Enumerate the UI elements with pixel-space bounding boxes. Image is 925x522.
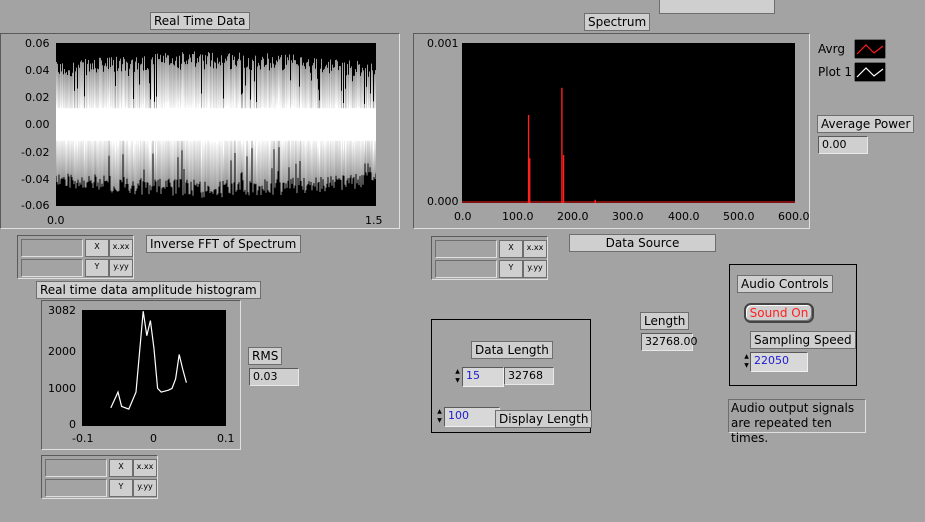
legend-label: Avrg: [818, 42, 845, 56]
hist-y-tick: 2000: [48, 345, 76, 358]
real-time-plot-area[interactable]: [55, 43, 377, 206]
rt-y-tick: 0.02: [25, 91, 50, 104]
hist-x-tick: 0.1: [217, 432, 235, 445]
hist-y-tick: 1000: [48, 382, 76, 395]
y-scale-field[interactable]: [45, 479, 107, 497]
length-label: Length: [640, 312, 690, 330]
histogram-graph-frame: 3082 2000 1000 0 -0.1 0 0.1: [41, 300, 241, 450]
display-length-spinner-icon[interactable]: ▲ ▼: [437, 408, 442, 424]
inverse-fft-label: Inverse FFT of Spectrum: [146, 235, 301, 253]
audio-note: Audio output signals are repeated ten ti…: [728, 399, 866, 445]
real-time-graph-frame: 0.06 0.04 0.02 0.00 -0.02 -0.04 -0.06 0.…: [0, 33, 400, 229]
average-power-value: 0.00: [818, 136, 868, 154]
length-value: 32768.00: [641, 333, 698, 351]
x-format-button[interactable]: x.xx: [109, 239, 133, 257]
x-format-button[interactable]: x.xx: [133, 459, 157, 477]
y-format-button[interactable]: y.yy: [523, 260, 547, 278]
y-scale-lock-button[interactable]: Y: [109, 479, 133, 497]
spec-x-tick: 400.0: [668, 210, 700, 223]
legend-label: Plot 1: [818, 65, 853, 79]
spec-x-tick: 100.0: [502, 210, 534, 223]
rt-x-tick: 1.5: [365, 214, 383, 227]
x-format-button[interactable]: x.xx: [523, 240, 547, 258]
data-length-exponent-input[interactable]: 15: [462, 367, 504, 387]
sampling-speed-label: Sampling Speed: [750, 331, 856, 349]
y-scale-field[interactable]: [21, 259, 83, 277]
display-length-input[interactable]: 100: [444, 407, 500, 427]
data-length-value: 32768: [504, 367, 554, 385]
x-scale-field[interactable]: [435, 240, 497, 258]
x-scale-lock-button[interactable]: X: [499, 240, 523, 258]
sound-on-button[interactable]: Sound On: [744, 303, 814, 323]
rt-y-tick: 0.04: [25, 64, 50, 77]
x-scale-lock-button[interactable]: X: [85, 239, 109, 257]
hist-y-tick: 3082: [48, 304, 76, 317]
spec-x-tick: 500.0: [723, 210, 755, 223]
rt-y-tick: -0.06: [21, 199, 50, 212]
spec-y-tick: 0.001: [427, 37, 459, 50]
y-scale-lock-button[interactable]: Y: [85, 259, 109, 277]
rt-y-tick: 0.06: [25, 37, 50, 50]
data-source-label: Data Source: [569, 234, 716, 252]
y-format-button[interactable]: y.yy: [133, 479, 157, 497]
histogram-series: [110, 311, 187, 410]
spectrum-title: Spectrum: [584, 13, 651, 31]
y-scale-field[interactable]: [435, 260, 497, 278]
real-time-waveform: [55, 51, 377, 198]
rms-value: 0.03: [249, 368, 299, 386]
x-scale-field[interactable]: [21, 239, 83, 257]
data-length-label: Data Length: [471, 341, 553, 359]
rt-y-tick: -0.04: [21, 173, 50, 186]
spec-x-tick: 300.0: [612, 210, 644, 223]
spec-x-tick: 200.0: [557, 210, 589, 223]
spec-x-tick: 0.0: [454, 210, 472, 223]
legend-item-plot1[interactable]: Plot 1: [814, 62, 889, 82]
real-time-title: Real Time Data: [150, 12, 250, 30]
histogram-curve: [110, 311, 187, 410]
legend-plot1-swatch-icon: [854, 62, 886, 82]
spec-graph-palette: X x.xx Y y.yy: [431, 236, 548, 280]
waveform-series: [55, 51, 377, 198]
spectrum-plot: [462, 87, 795, 203]
audio-note-line2: are repeated ten times.: [731, 416, 832, 445]
hist-x-tick: 0: [150, 432, 157, 445]
data-length-cluster: Data Length ▲ ▼ 15 32768 ▲ ▼ 100 Display L…: [431, 319, 593, 433]
legend-item-avrg[interactable]: Avrg: [814, 39, 889, 59]
hist-x-tick: -0.1: [72, 432, 94, 445]
audio-controls-cluster: Audio Controls Sound On Sampling Speed ▲…: [729, 264, 857, 386]
legend-avrg-swatch-icon: [854, 39, 886, 59]
hist-graph-palette: X x.xx Y y.yy: [41, 455, 158, 499]
spectrum-legend: Avrg Plot 1: [814, 37, 889, 85]
rt-y-tick: 0.00: [25, 118, 50, 131]
histogram-plot-area[interactable]: [82, 310, 226, 426]
histogram-title: Real time data amplitude histogram: [36, 281, 261, 299]
sampling-speed-input[interactable]: 22050: [750, 352, 808, 372]
spectrum-graph-frame: 0.001 0.000 0.0 100.0 200.0 300.0 400.0 …: [413, 33, 810, 229]
x-scale-lock-button[interactable]: X: [109, 459, 133, 477]
audio-note-line1: Audio output signals: [731, 401, 855, 415]
spec-x-tick: 600.0: [778, 210, 810, 223]
hist-y-tick: 0: [69, 418, 76, 431]
rt-x-tick: 0.0: [47, 214, 65, 227]
sampling-spinner-icon[interactable]: ▲ ▼: [744, 353, 749, 369]
rt-y-tick: -0.02: [21, 146, 50, 159]
top-control[interactable]: [659, 0, 775, 14]
y-scale-lock-button[interactable]: Y: [499, 260, 523, 278]
y-format-button[interactable]: y.yy: [109, 259, 133, 277]
display-length-label: Display Length: [495, 410, 593, 428]
sound-on-label: Sound On: [749, 306, 809, 320]
x-scale-field[interactable]: [45, 459, 107, 477]
exponent-spinner-icon[interactable]: ▲ ▼: [455, 368, 460, 384]
waveform-core: [56, 108, 376, 141]
average-power-label: Average Power: [817, 115, 915, 133]
audio-controls-title: Audio Controls: [737, 275, 833, 293]
rms-label: RMS: [248, 347, 283, 365]
spectrum-plot-area[interactable]: [462, 43, 795, 203]
spec-y-tick: 0.000: [427, 195, 459, 208]
rt-graph-palette: X x.xx Y y.yy: [17, 235, 134, 279]
